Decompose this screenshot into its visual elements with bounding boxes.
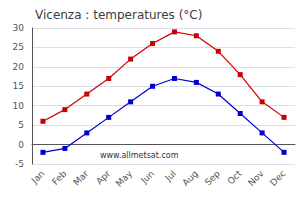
svg-text:30: 30 xyxy=(13,23,25,33)
svg-text:10: 10 xyxy=(13,101,25,111)
svg-text:Jan: Jan xyxy=(29,168,47,186)
svg-text:Sep: Sep xyxy=(203,168,222,187)
svg-text:Oct: Oct xyxy=(226,168,244,186)
svg-text:15: 15 xyxy=(13,81,24,91)
svg-text:25: 25 xyxy=(13,42,24,52)
svg-text:Aug: Aug xyxy=(180,168,199,187)
svg-text:20: 20 xyxy=(13,62,25,72)
svg-text:-5: -5 xyxy=(15,159,24,169)
svg-text:Dec: Dec xyxy=(268,168,287,187)
svg-text:www.allmetsat.com: www.allmetsat.com xyxy=(100,151,179,160)
svg-text:Mar: Mar xyxy=(71,168,90,187)
svg-text:Apr: Apr xyxy=(94,168,112,186)
svg-text:Jul: Jul xyxy=(163,168,178,183)
svg-text:0: 0 xyxy=(18,140,24,150)
svg-text:Jun: Jun xyxy=(138,168,156,186)
svg-text:May: May xyxy=(114,168,135,189)
svg-text:Nov: Nov xyxy=(246,168,266,188)
svg-text:Vicenza : temperatures (°C): Vicenza : temperatures (°C) xyxy=(35,8,202,22)
svg-text:5: 5 xyxy=(18,120,24,130)
svg-text:Feb: Feb xyxy=(50,168,69,187)
